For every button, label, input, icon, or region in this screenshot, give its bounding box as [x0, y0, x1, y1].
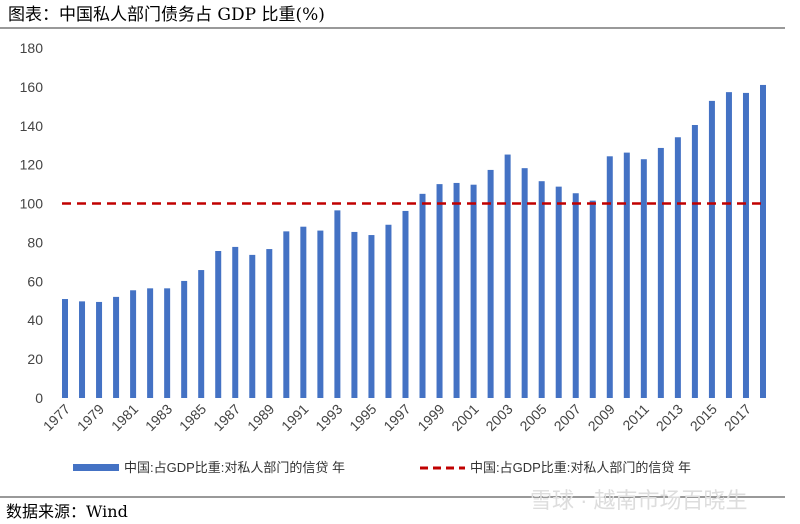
bar-1991 [300, 226, 307, 398]
x-tick-label: 2017 [721, 401, 754, 434]
bar-1986 [215, 251, 222, 398]
x-tick-label: 1993 [312, 401, 345, 434]
figure-title: 图表：中国私人部门债务占 GDP 比重(%) [8, 5, 325, 25]
bar-1982 [147, 288, 154, 398]
bar-2008 [589, 200, 596, 398]
bar-1980 [113, 296, 120, 398]
bar-1997 [402, 210, 409, 398]
x-tick-label: 1991 [278, 401, 311, 434]
bar-2012 [657, 147, 664, 398]
bar-1977 [62, 299, 68, 398]
bar-2001 [470, 184, 477, 398]
y-tick-label: 100 [20, 196, 44, 212]
x-tick-label: 1989 [244, 401, 277, 434]
bar-2000 [453, 182, 460, 398]
x-tick-label: 1983 [142, 401, 175, 434]
bar-2018 [760, 84, 766, 398]
bar-1995 [368, 235, 375, 398]
y-tick-label: 60 [27, 273, 43, 289]
legend-label-line: 中国:占GDP比重:对私人部门的信贷 年 [470, 460, 691, 475]
x-tick-label: 1995 [346, 401, 379, 434]
x-tick-label: 1979 [74, 401, 107, 434]
x-tick-label: 1999 [414, 401, 447, 434]
legend-label-bar: 中国:占GDP比重:对私人部门的信贷 年 [124, 460, 345, 475]
bar-2010 [623, 152, 630, 398]
bar-2009 [606, 156, 613, 398]
x-tick-label: 2003 [482, 401, 515, 434]
bar-2017 [742, 92, 749, 399]
bar-2007 [572, 193, 579, 398]
bar-2014 [691, 125, 698, 398]
y-tick-label: 140 [20, 118, 44, 134]
bar-2004 [521, 168, 528, 398]
bar-1988 [249, 254, 256, 398]
bar-1999 [436, 184, 443, 398]
bar-1990 [283, 231, 290, 398]
bar-1996 [385, 224, 392, 398]
bar-1978 [79, 301, 86, 398]
bar-1984 [181, 280, 188, 398]
y-tick-label: 120 [20, 157, 44, 173]
x-tick-label: 1987 [210, 401, 243, 434]
bar-1992 [317, 230, 324, 398]
x-tick-label: 2015 [687, 401, 720, 434]
y-tick-label: 0 [35, 390, 43, 406]
bar-1981 [130, 290, 137, 398]
y-tick-label: 180 [20, 40, 44, 56]
bar-2003 [504, 154, 511, 398]
x-tick-label: 2001 [448, 401, 481, 434]
bar-2011 [640, 159, 647, 398]
x-tick-label: 2011 [619, 401, 652, 434]
bar-2006 [555, 186, 562, 398]
y-tick-label: 80 [27, 234, 43, 250]
bar-1994 [351, 231, 358, 398]
bar-1979 [96, 301, 103, 398]
x-tick-label: 1997 [380, 401, 413, 434]
legend-swatch-bar [73, 464, 119, 471]
bar-1989 [266, 249, 273, 398]
y-tick-label: 20 [27, 351, 43, 367]
x-tick-label: 1981 [108, 401, 141, 434]
bar-2016 [725, 92, 732, 398]
x-tick-label: 1985 [176, 401, 209, 434]
y-tick-label: 160 [20, 79, 44, 95]
bar-1998 [419, 193, 426, 398]
source-note: 数据来源：Wind [6, 502, 128, 521]
bar-1985 [198, 270, 205, 398]
bar-2015 [708, 100, 715, 398]
x-tick-label: 2005 [516, 401, 549, 434]
x-tick-label: 2007 [551, 401, 584, 434]
bar-2005 [538, 181, 545, 398]
x-tick-label: 2009 [585, 401, 618, 434]
legend: 中国:占GDP比重:对私人部门的信贷 年 中国:占GDP比重:对私人部门的信贷 … [73, 460, 691, 475]
x-tick-label: 1977 [40, 401, 73, 434]
bar-1993 [334, 210, 341, 398]
bar-1987 [232, 246, 239, 398]
bar-2002 [487, 169, 494, 398]
watermark: 雪球 · 越南市场百晓生 [530, 488, 748, 513]
bar-2013 [674, 137, 681, 398]
x-tick-label: 2013 [653, 401, 686, 434]
bar-1983 [164, 288, 171, 398]
y-tick-label: 40 [27, 312, 43, 328]
